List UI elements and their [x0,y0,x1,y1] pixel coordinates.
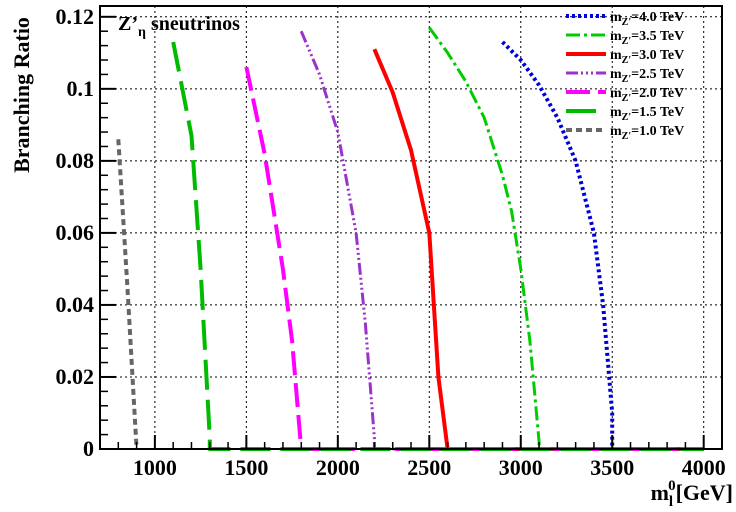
legend-label-rest: =1.5 TeV [631,105,684,120]
series-line-0 [501,40,704,451]
x-tick-label: 1500 [224,455,268,480]
legend-label-rest: =1.0 TeV [631,124,684,139]
legend-label-rest: =2.5 TeV [631,67,684,82]
x-tick-label: 2000 [316,455,360,480]
x-axis-title: ml0[GeV] [651,478,733,510]
legend-label-rest: =2.0 TeV [631,86,684,101]
x-axis-title-sub: l [669,494,673,510]
legend-entry: mZ'=3.0 TeV [610,48,684,66]
x-axis-title-rest: [GeV] [676,480,733,505]
legend-label-sub: Z' [622,93,632,104]
x-tick-label: 1000 [133,455,177,480]
legend-label-main: m [610,105,622,120]
legend-label-sub: Z' [622,131,632,142]
legend-label-sub: Z' [622,112,632,123]
legend-entry: mZ'=4.0 TeV [610,10,684,28]
legend-entry: mZ'=2.0 TeV [610,86,684,104]
legend-entry: mZ'=2.5 TeV [610,67,684,85]
legend-label-main: m [610,48,622,63]
y-tick-label: 0.08 [56,148,95,173]
legend-label-main: m [610,10,622,25]
y-tick-label: 0.06 [56,220,95,245]
x-axis-title-sup: 0 [668,478,676,494]
legend-label-main: m [610,86,622,101]
y-tick-label: 0.04 [56,292,95,317]
legend-label-sub: Z' [622,55,632,66]
x-axis-title-main: m [651,480,669,505]
legend-entry: mZ'=1.0 TeV [610,124,684,142]
x-tick-labels: 1000 1500 2000 2500 3000 3500 4000 [133,455,726,480]
legend-entry: mZ'=3.5 TeV [610,29,684,47]
y-tick-label: 0.02 [56,364,95,389]
y-tick-labels: 0 0.02 0.04 0.06 0.08 0.1 0.12 [56,4,95,461]
legend-entry: mZ'=1.5 TeV [610,105,684,123]
annotation-main: Z’ [118,13,138,35]
chart-annotation: Z’η sneutrinos [118,13,240,40]
legend-label-sub: Z' [622,36,632,47]
legend-label-sub: Z' [622,74,632,85]
annotation-sub: η [138,25,146,40]
x-tick-label: 3000 [499,455,543,480]
x-tick-label: 4000 [682,455,726,480]
legend-label-rest: =4.0 TeV [631,10,684,25]
legend-label-main: m [610,67,622,82]
y-axis-title: Branching Ratio [9,17,34,173]
x-tick-label: 2500 [407,455,451,480]
legend-label-sub: Z' [622,17,632,28]
x-tick-label: 3500 [590,455,634,480]
y-tick-label: 0.12 [56,4,95,29]
legend-label-main: m [610,29,622,44]
legend-label-rest: =3.0 TeV [631,48,684,63]
y-tick-label: 0 [83,436,94,461]
legend-label-main: m [610,124,622,139]
annotation-rest: sneutrinos [146,13,240,35]
legend-label-rest: =3.5 TeV [631,29,684,44]
y-tick-label: 0.1 [67,76,95,101]
axis-ticks [100,15,723,450]
